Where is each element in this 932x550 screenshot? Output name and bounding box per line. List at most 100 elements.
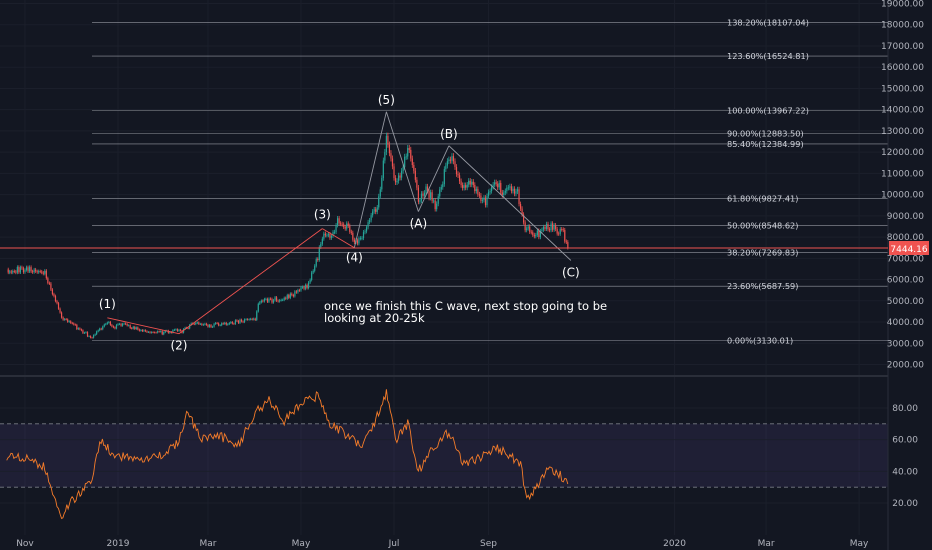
candle-body: [397, 175, 400, 181]
candle-body: [144, 330, 147, 332]
candle-body: [388, 144, 391, 154]
candle-body: [515, 191, 517, 194]
candle-body: [564, 230, 566, 242]
candle-body: [33, 269, 35, 273]
candle-body: [361, 238, 363, 239]
candle-body: [16, 266, 18, 273]
price-axis[interactable]: 2000.00 3000.00 4000.00 5000.00 6000.00 7000.…: [881, 0, 924, 371]
candle-body: [490, 186, 493, 192]
candle-body: [179, 329, 182, 331]
candle-body: [83, 332, 86, 334]
fibonacci-levels: 138.20%(18107.04) 123.60%(16524.81) 100.00…: [92, 17, 888, 346]
candle-body: [157, 331, 159, 333]
candle-body: [39, 271, 41, 273]
fib-level-label: 0.00%(3130.01): [727, 336, 793, 346]
candle-body: [501, 192, 503, 196]
candle-body: [60, 312, 63, 318]
candle-body: [512, 188, 514, 191]
candle-body: [317, 259, 319, 260]
candle-body: [74, 324, 76, 326]
candle-body: [495, 182, 497, 184]
candle-body: [561, 229, 563, 230]
indicator-tick-label: 40.00: [892, 467, 918, 477]
candle-body: [327, 234, 330, 236]
candle-body: [187, 327, 189, 329]
candle-body: [492, 184, 494, 187]
indicator-line: [6, 389, 569, 520]
candle-body: [324, 233, 326, 236]
wave-label: (2): [170, 339, 187, 353]
time-axis[interactable]: Nov 2019 Mar May Jul Sep 2020 Mar May: [16, 539, 869, 549]
candle-body: [227, 324, 229, 325]
candle-body: [76, 324, 78, 330]
wave-segment: [322, 228, 355, 249]
candle-body: [391, 158, 394, 167]
indicator-panel: [6, 389, 569, 520]
candle-body: [352, 232, 354, 240]
indicator-axis[interactable]: 20.00 40.00 60.00 80.00: [892, 404, 918, 509]
candle-body: [539, 231, 541, 238]
candle-body: [346, 223, 348, 229]
candle-body: [114, 327, 116, 329]
candle-body: [126, 324, 128, 326]
candle-body: [263, 299, 265, 302]
candle-body: [225, 322, 227, 325]
indicator-tick-label: 80.00: [892, 404, 918, 414]
candle-body: [266, 298, 269, 302]
candle-body: [279, 300, 281, 302]
candle-body: [147, 331, 150, 333]
fib-level-label: 23.60%(5687.59): [727, 281, 798, 291]
time-tick-label: Nov: [16, 539, 34, 549]
candle-body: [155, 332, 157, 334]
indicator-tick-label: 20.00: [892, 499, 918, 509]
candle-body: [553, 225, 555, 230]
candle-body: [399, 175, 401, 178]
candle-body: [300, 287, 302, 291]
candle-body: [282, 299, 284, 301]
wave-segment: [178, 228, 323, 335]
candle-body: [12, 271, 14, 273]
candle-body: [128, 325, 130, 327]
candle-body: [250, 318, 252, 320]
candle-body: [199, 323, 201, 325]
time-tick-label: May: [292, 539, 311, 549]
candle-body: [59, 308, 61, 313]
candle-body: [231, 322, 233, 324]
candle-body: [545, 223, 548, 229]
candle-body: [341, 223, 343, 225]
candle-body: [178, 329, 180, 331]
candle-body: [507, 187, 509, 189]
candle-body: [378, 196, 380, 208]
candle-body: [558, 233, 560, 235]
candle-body: [135, 327, 137, 329]
candle-body: [50, 283, 52, 290]
candle-body: [242, 321, 244, 323]
candle-body: [219, 325, 221, 327]
price-tick-label: 15000.00: [881, 84, 924, 94]
candle-body: [498, 182, 500, 188]
candle-body: [551, 223, 554, 230]
candle-body: [99, 328, 101, 331]
candle-body: [457, 174, 459, 176]
candle-body: [184, 327, 186, 330]
candle-body: [439, 189, 441, 197]
candle-body: [548, 229, 551, 231]
candle-body: [277, 300, 279, 302]
candle-body: [228, 323, 230, 325]
candle-body: [294, 291, 296, 297]
candle-body: [103, 324, 105, 327]
candle-body: [248, 319, 250, 321]
price-tick-label: 12000.00: [881, 148, 924, 158]
price-tick-label: 16000.00: [881, 63, 924, 73]
candle-body: [506, 187, 508, 192]
candle-body: [240, 319, 243, 322]
candle-body: [436, 203, 438, 210]
candle-body: [254, 318, 256, 320]
candle-body: [195, 323, 197, 325]
candle-body: [91, 337, 93, 339]
candle-body: [460, 181, 462, 186]
candle-body: [544, 227, 546, 229]
candle-body: [93, 335, 95, 338]
candle-body: [259, 302, 261, 304]
